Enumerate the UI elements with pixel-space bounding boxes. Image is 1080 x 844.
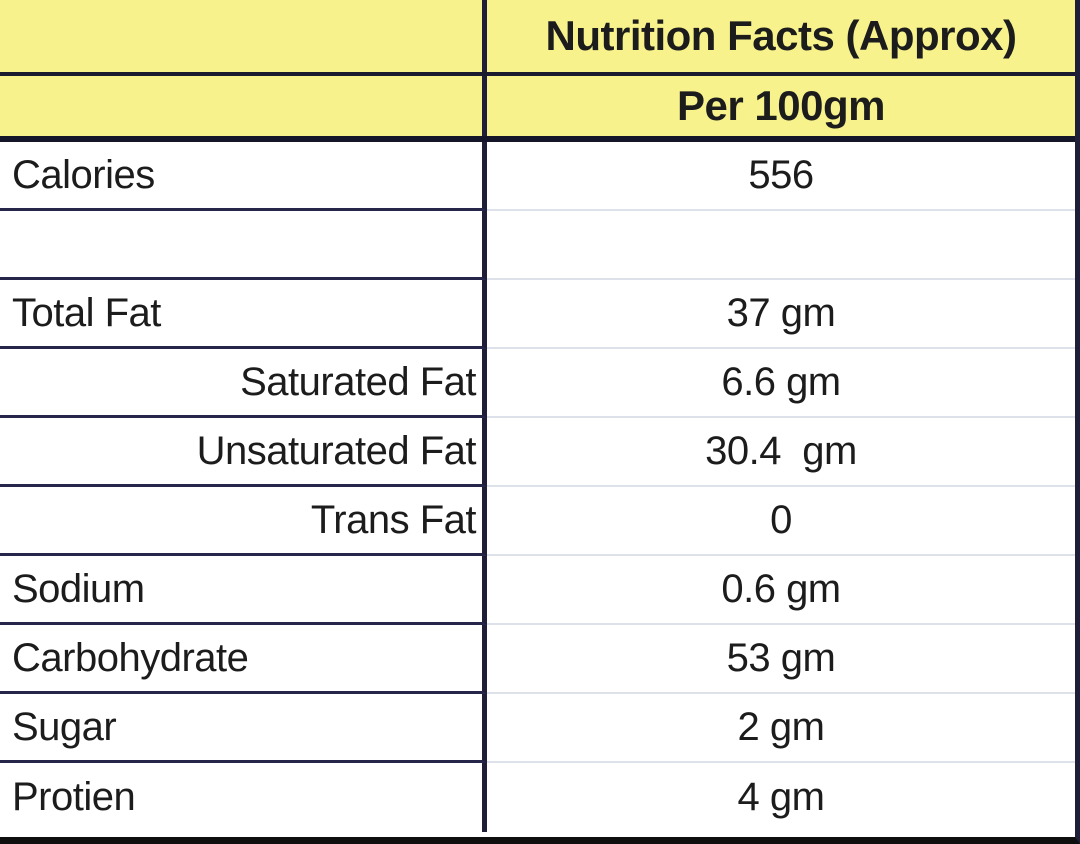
table-row-total-fat: Total Fat 37 gm xyxy=(0,280,1075,349)
row-label: Protien xyxy=(12,775,136,819)
table-header-row: Nutrition Facts (Approx) xyxy=(0,0,1075,76)
table-row-empty xyxy=(0,211,1075,280)
row-value: 30.4 gm xyxy=(705,429,857,473)
table-row-carbohydrate: Carbohydrate 53 gm xyxy=(0,625,1075,694)
row-value: 556 xyxy=(748,153,814,197)
row-value: 2 gm xyxy=(737,705,825,749)
subheader-empty-cell xyxy=(0,76,487,136)
row-label-cell: Total Fat xyxy=(0,280,487,349)
subheader-cell: Per 100gm xyxy=(487,76,1075,136)
row-label-cell: Saturated Fat xyxy=(0,349,487,418)
row-value-cell: 37 gm xyxy=(487,280,1075,349)
row-value-cell: 30.4 gm xyxy=(487,418,1075,487)
row-label-cell: Protien xyxy=(0,763,487,832)
row-value-cell: 0.6 gm xyxy=(487,556,1075,625)
row-label: Total Fat xyxy=(12,290,161,335)
table-row-protein: Protien 4 gm xyxy=(0,763,1075,832)
table-row-saturated-fat: Saturated Fat 6.6 gm xyxy=(0,349,1075,418)
row-label-cell xyxy=(0,211,487,280)
row-value: 6.6 gm xyxy=(721,360,841,404)
row-value: 0.6 gm xyxy=(721,567,841,611)
table-row-sodium: Sodium 0.6 gm xyxy=(0,556,1075,625)
row-value-cell: 556 xyxy=(487,142,1075,211)
row-value-cell: 0 xyxy=(487,487,1075,556)
row-label-cell: Carbohydrate xyxy=(0,625,487,694)
row-value-cell: 53 gm xyxy=(487,625,1075,694)
row-value: 0 xyxy=(770,498,792,542)
serving-size-label: Per 100gm xyxy=(677,82,885,129)
row-label: Sugar xyxy=(12,704,117,749)
row-label-cell: Trans Fat xyxy=(0,487,487,556)
row-value: 4 gm xyxy=(737,775,825,819)
row-label: Trans Fat xyxy=(310,497,477,542)
row-label-cell: Sodium xyxy=(0,556,487,625)
row-label: Saturated Fat xyxy=(240,359,476,404)
table-row-unsaturated-fat: Unsaturated Fat 30.4 gm xyxy=(0,418,1075,487)
row-value-cell: 6.6 gm xyxy=(487,349,1075,418)
row-value-cell: 4 gm xyxy=(487,763,1075,832)
table-title: Nutrition Facts (Approx) xyxy=(545,12,1017,59)
row-value-cell xyxy=(487,211,1075,280)
row-label: Calories xyxy=(12,152,155,197)
row-label-cell: Calories xyxy=(0,142,487,211)
row-label: Unsaturated Fat xyxy=(196,428,477,473)
row-label-cell: Unsaturated Fat xyxy=(0,418,487,487)
table-subheader-row: Per 100gm xyxy=(0,76,1075,142)
row-label: Sodium xyxy=(12,566,145,611)
table-row-sugar: Sugar 2 gm xyxy=(0,694,1075,763)
row-value: 37 gm xyxy=(726,291,836,335)
row-value: 53 gm xyxy=(726,636,836,680)
table-row-calories: Calories 556 xyxy=(0,142,1075,211)
table-row-trans-fat: Trans Fat 0 xyxy=(0,487,1075,556)
row-label: Carbohydrate xyxy=(12,635,249,680)
header-empty-cell xyxy=(0,0,487,72)
row-label-cell: Sugar xyxy=(0,694,487,763)
row-value-cell: 2 gm xyxy=(487,694,1075,763)
header-title-cell: Nutrition Facts (Approx) xyxy=(487,0,1075,72)
